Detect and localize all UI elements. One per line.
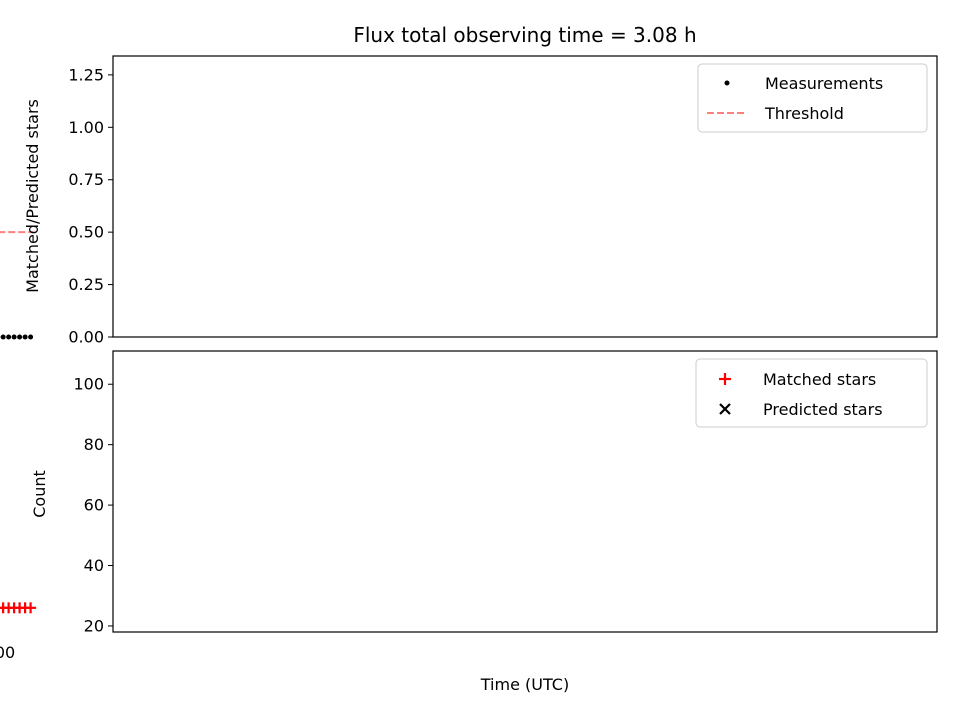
bottom-legend: Matched stars Predicted stars xyxy=(695,358,928,428)
measurement-point xyxy=(6,334,12,340)
x-tick-label: 06:00 xyxy=(0,643,15,662)
y-tick-label: 0.75 xyxy=(68,170,104,189)
legend-predicted-marker xyxy=(719,403,731,415)
legend-measurements-marker xyxy=(724,80,730,86)
chart-title: Flux total observing time = 3.08 h xyxy=(353,23,696,47)
bottom-legend-box xyxy=(695,358,928,428)
y-tick-label: 1.25 xyxy=(68,65,104,84)
top-panel: 0.00 0.25 0.50 0.75 1.00 1.25 Matched/Predict… xyxy=(0,55,938,347)
bottom-x-axis: 18:0020:0022:0000:0002:0004:0006:00 xyxy=(0,643,15,662)
y-tick-label: 100 xyxy=(73,375,104,394)
measurement-point xyxy=(0,334,6,340)
top-legend-box xyxy=(697,63,928,133)
matched-point xyxy=(25,602,37,614)
matched-stars-series xyxy=(0,602,37,614)
measurement-point xyxy=(17,334,23,340)
top-axes-frame xyxy=(112,55,938,338)
legend-matched-marker xyxy=(719,373,731,385)
legend-threshold-label: Threshold xyxy=(764,104,844,123)
measurements-series xyxy=(0,334,34,340)
legend-matched-label: Matched stars xyxy=(763,370,876,389)
bottom-panel: 20 40 60 80 100 18:0020:0022:0000:0002:0004:… xyxy=(0,350,938,694)
y-tick-label: 1.00 xyxy=(68,118,104,137)
bottom-axes-frame xyxy=(112,350,938,633)
y-tick-label: 0.50 xyxy=(68,223,104,242)
legend-measurements-label: Measurements xyxy=(765,74,883,93)
y-tick-label: 20 xyxy=(84,616,104,635)
top-y-axis-label: Matched/Predicted stars xyxy=(23,99,42,293)
measurement-point xyxy=(11,334,17,340)
x-axis-label: Time (UTC) xyxy=(480,675,569,694)
bottom-y-axis: 20 40 60 80 100 xyxy=(73,375,113,635)
y-tick-label: 40 xyxy=(84,556,104,575)
y-tick-label: 0.25 xyxy=(68,275,104,294)
legend-predicted-label: Predicted stars xyxy=(763,400,883,419)
y-tick-label: 60 xyxy=(84,496,104,515)
measurement-point xyxy=(28,334,34,340)
y-tick-label: 0.00 xyxy=(68,328,104,347)
top-legend: Measurements Threshold xyxy=(697,63,928,133)
bottom-y-axis-label: Count xyxy=(30,470,49,518)
measurement-point xyxy=(22,334,28,340)
y-tick-label: 80 xyxy=(84,435,104,454)
top-y-axis: 0.00 0.25 0.50 0.75 1.00 1.25 xyxy=(68,65,113,347)
